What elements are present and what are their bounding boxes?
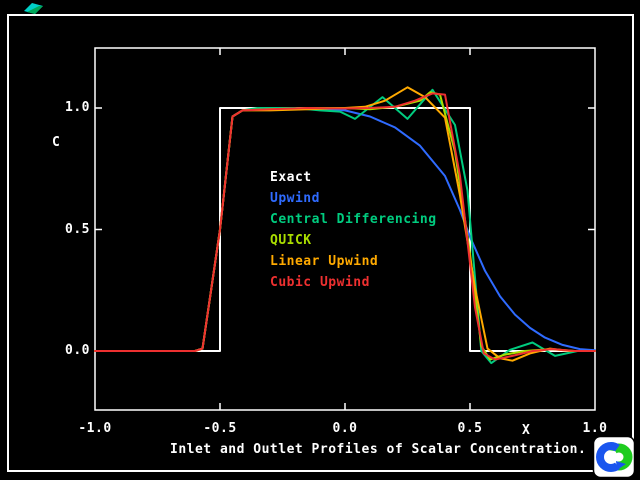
x-tick-label: -0.5	[203, 421, 237, 436]
legend-item-central-differencing: Central Differencing	[270, 212, 437, 227]
x-tick-label: 0.0	[332, 421, 358, 436]
x-tick-label: 0.5	[457, 421, 483, 436]
legend-item-exact: Exact	[270, 170, 312, 185]
x-tick-label: -1.0	[78, 421, 112, 436]
y-tick-label: 0.5	[65, 221, 90, 237]
screen-border	[7, 14, 634, 472]
chart-title: Inlet and Outlet Profiles of Scalar Conc…	[170, 442, 587, 457]
logo-blue-arrowhead	[616, 461, 626, 470]
legend-item-quick: QUICK	[270, 233, 312, 248]
legend-item-linear-upwind: Linear Upwind	[270, 254, 379, 269]
x-axis-label: X	[522, 423, 531, 438]
y-tick-label: 1.0	[65, 100, 90, 115]
y-tick-label: 0.0	[65, 343, 90, 358]
series-cubic-upwind-line	[94, 92, 596, 361]
recycle-logo-icon	[592, 435, 636, 479]
brush-mark-icon	[24, 3, 43, 14]
legend-item-cubic-upwind: Cubic Upwind	[270, 275, 370, 290]
logo-blue-arrow	[596, 442, 626, 472]
legend-item-upwind: Upwind	[270, 191, 320, 206]
brush-mark-shade	[27, 6, 43, 14]
legend: Exact Upwind Central Differencing QUICK Line…	[270, 167, 437, 293]
x-tick-label: 1.0	[582, 421, 608, 436]
y-axis-label: C	[52, 135, 61, 150]
